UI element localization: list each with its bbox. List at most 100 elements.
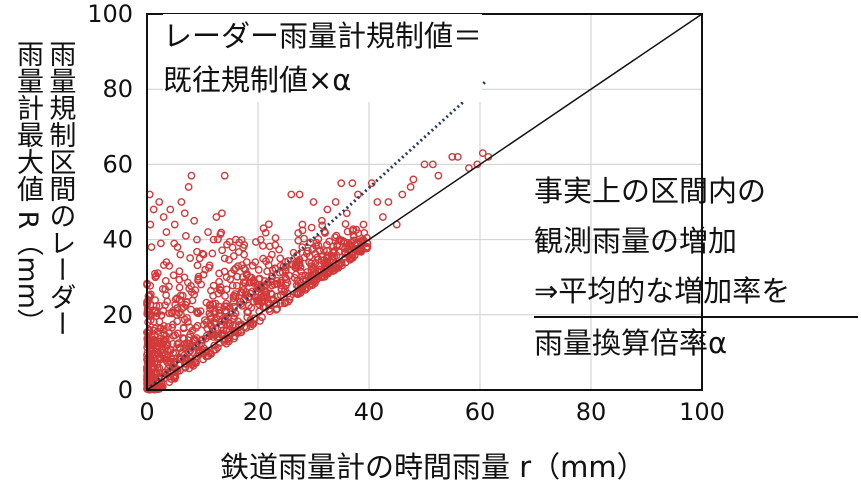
x-tick-label: 20 — [243, 398, 274, 426]
data-point — [428, 160, 437, 169]
data-point — [307, 279, 316, 288]
data-point — [174, 339, 183, 348]
data-point — [171, 331, 180, 339]
data-point — [151, 296, 160, 305]
data-point — [233, 272, 242, 281]
data-point — [298, 243, 307, 252]
data-point — [309, 198, 318, 206]
equality-line — [146, 13, 703, 391]
x-tick-label: 80 — [576, 398, 607, 426]
data-point — [261, 228, 270, 237]
x-axis-title: 鉄道雨量計の時間雨量 r（mm） — [220, 450, 646, 484]
data-point — [294, 236, 303, 245]
data-point — [162, 335, 170, 344]
data-point — [183, 314, 191, 322]
data-point — [292, 289, 301, 298]
x-tick-label: 100 — [679, 398, 725, 426]
data-point — [337, 179, 346, 188]
x-tick-label: 40 — [354, 398, 385, 426]
data-point — [308, 245, 317, 254]
data-point — [318, 221, 327, 230]
data-point — [196, 307, 205, 316]
data-point — [176, 291, 185, 300]
data-point — [218, 246, 227, 255]
x-tick-label: 60 — [465, 398, 496, 426]
reference-lines — [145, 13, 703, 392]
alpha-regression-line — [145, 80, 487, 392]
data-point — [179, 324, 188, 333]
y-axis-title-line2: 雨量計最大値 R（mm） — [12, 40, 43, 336]
data-point — [186, 330, 195, 339]
data-point — [228, 243, 237, 252]
data-point — [198, 335, 207, 344]
data-point — [315, 246, 324, 255]
data-point — [215, 277, 224, 286]
data-point — [273, 292, 282, 301]
data-point — [325, 237, 334, 246]
data-point — [353, 239, 362, 248]
scatter-points — [143, 149, 493, 394]
data-point — [293, 277, 302, 285]
note-line1: 事実上の区間内の — [534, 174, 767, 208]
data-point — [448, 152, 457, 161]
data-point — [357, 247, 366, 256]
data-point — [254, 266, 263, 274]
data-point — [349, 231, 358, 240]
data-point — [166, 205, 175, 214]
y-tick-label: 40 — [102, 226, 133, 254]
data-point — [197, 280, 206, 289]
data-point — [254, 300, 263, 309]
data-point — [175, 355, 184, 364]
data-point — [195, 254, 204, 263]
data-point — [212, 213, 221, 221]
data-point — [155, 302, 164, 310]
data-point — [324, 253, 333, 262]
data-point — [184, 183, 193, 191]
data-point — [309, 264, 318, 273]
data-point — [306, 238, 315, 247]
data-point — [239, 278, 248, 287]
data-point — [192, 307, 201, 316]
data-point — [350, 245, 358, 253]
data-point — [292, 258, 301, 266]
data-point — [173, 243, 182, 252]
data-point — [271, 241, 280, 249]
data-point — [420, 160, 429, 169]
data-point — [222, 308, 231, 317]
data-point — [242, 258, 251, 266]
data-point — [222, 273, 231, 282]
data-point — [359, 220, 368, 229]
data-point — [218, 209, 226, 218]
data-point — [234, 329, 242, 337]
data-point — [284, 297, 293, 306]
data-point — [180, 343, 188, 352]
data-point — [194, 272, 203, 281]
data-point — [339, 237, 348, 246]
data-point — [260, 287, 269, 296]
y-tick-label: 60 — [102, 150, 133, 178]
data-point — [478, 149, 487, 158]
data-point — [222, 285, 231, 294]
data-point — [177, 198, 186, 206]
data-point — [367, 179, 376, 188]
data-point — [348, 179, 357, 188]
data-point — [267, 250, 276, 259]
data-point — [208, 249, 217, 258]
data-point — [331, 233, 339, 242]
data-point — [240, 250, 249, 259]
data-point — [314, 274, 323, 282]
data-point — [247, 303, 256, 312]
data-point — [287, 190, 296, 199]
data-point — [214, 289, 223, 298]
data-point — [225, 255, 234, 264]
data-point — [268, 266, 277, 275]
data-point — [241, 266, 250, 274]
data-point — [295, 190, 304, 199]
data-point — [162, 228, 171, 236]
data-point — [276, 281, 285, 290]
data-point — [281, 265, 290, 274]
data-point — [307, 223, 316, 232]
data-point — [224, 312, 233, 321]
axis-ticks: 0 20 40 60 80 100 0 20 40 60 80 100 — [87, 0, 725, 426]
data-point — [146, 220, 155, 229]
